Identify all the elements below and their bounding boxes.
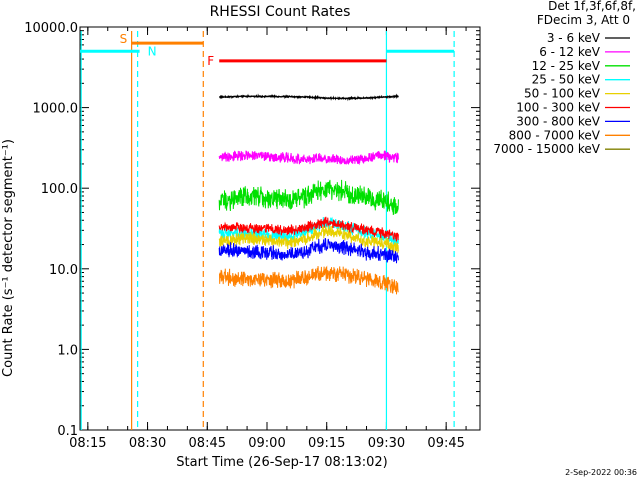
y-tick-label: 0.1 [57,424,78,439]
legend-header-line-2: FDecim 3, Att 0 [537,13,630,27]
legend-label: 7000 - 15000 keV [493,142,600,156]
plot-frame [79,26,481,431]
y-tick-label: 100.0 [41,182,78,197]
series-line-800-7000-kev [218,265,399,295]
x-tick-label: 09:15 [308,436,345,451]
legend-label: 3 - 6 keV [547,31,601,45]
y-tick-label: 10.0 [49,263,78,278]
legend-label: 25 - 50 keV [532,73,601,87]
legend-header-line-1: Det 1f,3f,6f,8f, [548,0,636,13]
series-line-100-300-kev [218,216,399,242]
legend-label: 6 - 12 keV [539,45,601,59]
legend-label: 100 - 300 keV [516,101,600,115]
annotation-label-s: S [120,32,128,46]
y-tick-label: 10000.0 [24,21,78,36]
x-axis-label: Start Time (26-Sep-17 08:13:02) [176,455,387,470]
plot-area: 08:15 08:30 08:45 09:00 09:15 09:30 09:45 0.1 1.… [24,21,481,451]
y-tick-label: 1.0 [57,343,78,358]
chart-title: RHESSI Count Rates [210,4,351,20]
x-tick-label: 08:15 [69,436,106,451]
legend-label: 12 - 25 keV [532,59,601,73]
x-tick-label: 09:30 [368,436,405,451]
x-tick-label: 09:45 [427,436,464,451]
footer-timestamp: 2-Sep-2022 00:36 [565,468,637,477]
legend-label: 800 - 7000 keV [509,128,601,142]
series-line-50-100-kev [218,225,399,254]
legend-label: 300 - 800 keV [516,114,600,128]
series-line-12-25-kev [218,179,399,216]
x-tick-label: 09:00 [248,436,285,451]
annotation-label-n: N [148,44,157,58]
x-tick-label: 08:30 [129,436,166,451]
annotation-label-f: F [207,54,214,68]
legend-label: 50 - 100 keV [524,87,601,101]
series-line-3-6-kev [219,93,399,102]
x-tick-label: 08:45 [189,436,226,451]
y-tick-label: 1000.0 [33,102,79,117]
y-axis-label: Count Rate (s⁻¹ detector segment⁻¹) [1,139,16,377]
series-line-6-12-kev [218,150,399,166]
series-line-300-800-kev [218,237,399,264]
